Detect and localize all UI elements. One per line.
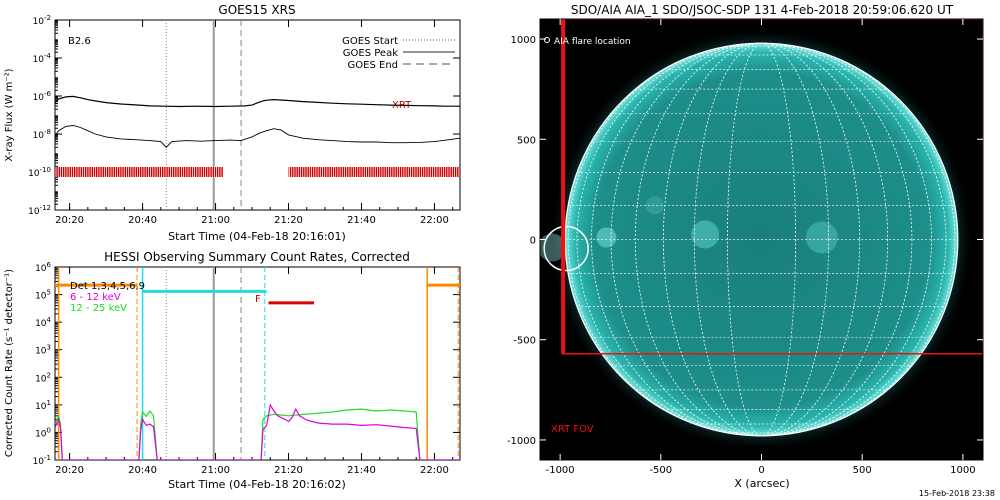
y-tick-label: 10-1: [33, 454, 51, 467]
goes-x-axis-label: Start Time (04-Feb-18 20:16:01): [168, 230, 346, 243]
y-tick-label: 10-12: [28, 204, 51, 217]
flare-location-circle: [543, 225, 589, 272]
hessi-attenuator-label: F: [255, 294, 261, 305]
x-tick-label: 1000: [950, 465, 975, 476]
y-tick-label: 10-2: [33, 14, 51, 27]
hessi-series-12-25kev: [55, 408, 460, 460]
x-tick-label: 21:40: [347, 465, 376, 476]
x-tick-label: 20:40: [128, 215, 157, 226]
x-tick-label: 21:40: [347, 215, 376, 226]
y-tick-label: 0: [530, 236, 536, 247]
aia-title: SDO/AIA AIA_1 SDO/JSOC-SDP 131 4-Feb-201…: [571, 3, 954, 17]
hessi-title: HESSI Observing Summary Count Rates, Cor…: [104, 250, 410, 264]
hessi-panel: HESSI Observing Summary Count Rates, Cor…: [4, 250, 461, 491]
aia-x-axis-label: X (arcsec): [734, 477, 789, 490]
y-tick-label: 1000: [511, 35, 536, 46]
active-region: [596, 227, 617, 248]
active-region: [805, 221, 838, 254]
y-tick-label: 10-4: [33, 52, 52, 65]
x-tick-label: 500: [853, 465, 872, 476]
active-region: [645, 196, 664, 215]
solar-limb: [564, 42, 959, 437]
longitude-line: [694, 42, 829, 437]
y-tick-label: 104: [35, 316, 51, 329]
x-tick-label: 0: [758, 465, 764, 476]
x-tick-label: -1000: [546, 465, 575, 476]
hessi-plot-area: [55, 267, 460, 460]
x-tick-label: 21:20: [274, 465, 303, 476]
aia-image: [540, 19, 983, 460]
x-tick-label: 22:00: [420, 465, 449, 476]
goes-title: GOES15 XRS: [218, 3, 295, 17]
goes-series-long: [55, 95, 460, 108]
aia-xrt-fov-label: XRT FOV: [551, 424, 594, 435]
x-tick-label: 20:20: [55, 215, 84, 226]
goes-y-axis: 10-12 10-10 10-8 10-6 10-4 10-2: [28, 14, 460, 217]
x-tick-label: 21:00: [201, 215, 230, 226]
legend-goes-peak: GOES Peak: [343, 48, 398, 59]
y-tick-label: -500: [513, 336, 536, 347]
x-tick-label: 20:20: [55, 465, 84, 476]
hessi-series-6-12kev: [55, 403, 460, 460]
aia-flare-label: AIA flare location: [554, 37, 631, 47]
hessi-x-axis-label: Start Time (04-Feb-18 20:16:02): [168, 478, 346, 491]
hessi-y-axis-label: Corrected Count Rate (s⁻¹ detector⁻¹): [4, 269, 15, 457]
x-tick-label: -500: [649, 465, 672, 476]
y-tick-label: 102: [35, 371, 51, 384]
hessi-y-axis: 10-1 100 101 102 103 104 105 106: [33, 261, 460, 467]
legend-goes-start: GOES Start: [342, 36, 398, 47]
x-tick-label: 22:00: [420, 215, 449, 226]
goes-legend: GOES Start GOES Peak GOES End: [342, 36, 455, 71]
y-tick-label: 10-10: [28, 166, 51, 179]
active-region: [691, 220, 720, 249]
x-tick-label: 21:20: [274, 215, 303, 226]
y-tick-label: 101: [35, 399, 51, 412]
goes-class-label: B2.6: [68, 36, 91, 47]
y-tick-label: -1000: [507, 436, 536, 447]
flare-legend-marker: [544, 37, 550, 43]
goes-series-short: [55, 125, 460, 148]
aia-panel: SDO/AIA AIA_1 SDO/JSOC-SDP 131 4-Feb-201…: [507, 3, 984, 490]
goes-plot-area: [55, 20, 460, 210]
y-tick-label: 10-8: [33, 128, 51, 141]
y-tick-label: 105: [35, 289, 51, 302]
footer-timestamp: 15-Feb-2018 23:38: [919, 489, 995, 498]
y-tick-label: 103: [35, 344, 51, 357]
y-tick-label: 106: [35, 261, 51, 274]
y-tick-label: 500: [517, 135, 536, 146]
legend-goes-end: GOES End: [348, 60, 398, 71]
longitude-line: [591, 42, 932, 437]
legend-6-12-kev: 6 - 12 keV: [70, 292, 121, 303]
goes-x-axis: 20:20 20:40 21:00 21:20 21:40 22:00: [55, 20, 454, 226]
x-tick-label: 20:40: [128, 465, 157, 476]
goes-y-axis-label: X-ray Flux (W m⁻²): [4, 68, 15, 161]
y-tick-label: 100: [35, 426, 51, 439]
goes-plot-frame: [54, 19, 461, 211]
xrt-observation-bar: [55, 167, 223, 177]
hessi-legend: Det 1,3,4,5,6,9 6 - 12 keV 12 - 25 keV: [70, 281, 145, 314]
y-tick-label: 10-6: [33, 90, 52, 103]
x-tick-label: 21:00: [201, 465, 230, 476]
legend-12-25-kev: 12 - 25 keV: [70, 303, 127, 314]
aia-x-axis: -1000 -500 0 500 1000: [546, 19, 976, 476]
xrt-observation-bar: [288, 167, 460, 177]
legend-detectors: Det 1,3,4,5,6,9: [70, 281, 145, 292]
flare-brightening: [540, 233, 567, 262]
aia-y-axis: -1000 -500 0 500 1000: [507, 35, 983, 447]
goes-panel: GOES15 XRS 10-12 10-10 10-8 10-6 10-4 10-2 20…: [4, 3, 461, 243]
